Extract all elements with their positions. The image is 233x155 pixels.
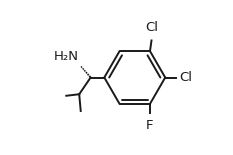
Text: Cl: Cl <box>180 71 193 84</box>
Text: F: F <box>146 119 154 132</box>
Text: H₂N: H₂N <box>54 50 79 63</box>
Text: Cl: Cl <box>145 21 158 34</box>
